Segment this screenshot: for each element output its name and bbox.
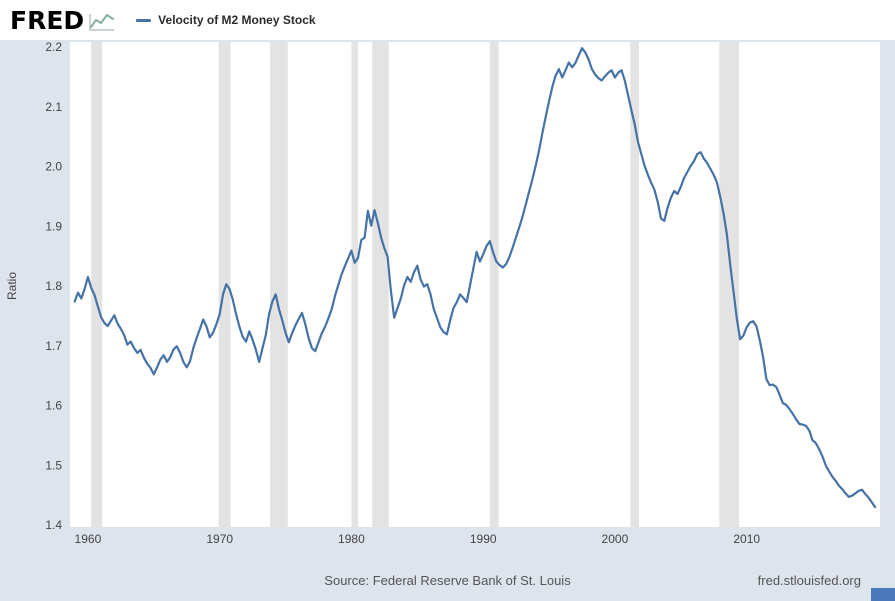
recession-band [719, 42, 740, 527]
y-tick-label: 1.9 [45, 219, 62, 233]
fred-site-link[interactable]: fred.stlouisfed.org [757, 573, 861, 588]
header: FRED Velocity of M2 Money Stock [0, 0, 895, 40]
source-text: Source: Federal Reserve Bank of St. Loui… [324, 573, 571, 588]
series-line[interactable] [73, 47, 877, 509]
y-tick-label: 2.0 [45, 160, 62, 174]
recession-band [351, 42, 358, 527]
recession-band [218, 42, 231, 527]
y-tick-label: 2.2 [45, 40, 62, 54]
recession-band [270, 42, 288, 527]
fred-logo[interactable]: FRED [10, 8, 116, 33]
y-axis-title: Ratio [5, 272, 19, 300]
recession-band [489, 42, 499, 527]
recession-band [91, 42, 103, 527]
embed-corner-badge[interactable] [871, 588, 895, 601]
x-tick-label: 2000 [602, 532, 629, 546]
x-tick-label: 1990 [470, 532, 497, 546]
legend-label: Velocity of M2 Money Stock [158, 13, 316, 27]
y-tick-label: 1.6 [45, 399, 62, 413]
recession-band [630, 42, 639, 527]
x-tick-label: 1960 [75, 532, 102, 546]
plot-area [70, 42, 880, 527]
x-tick-label: 1970 [206, 532, 233, 546]
recession-band [372, 42, 389, 527]
y-tick-label: 1.7 [45, 339, 62, 353]
x-tick-label: 2010 [733, 532, 760, 546]
sparkline-chart-icon [89, 13, 115, 31]
y-tick-label: 2.1 [45, 100, 62, 114]
y-tick-label: 1.5 [45, 458, 62, 472]
series-legend: Velocity of M2 Money Stock [136, 13, 316, 27]
y-tick-label: 1.8 [45, 279, 62, 293]
x-tick-label: 1980 [338, 532, 365, 546]
y-tick-label: 1.4 [45, 518, 62, 532]
fred-logo-text: FRED [10, 5, 85, 35]
legend-line-swatch [136, 18, 152, 22]
